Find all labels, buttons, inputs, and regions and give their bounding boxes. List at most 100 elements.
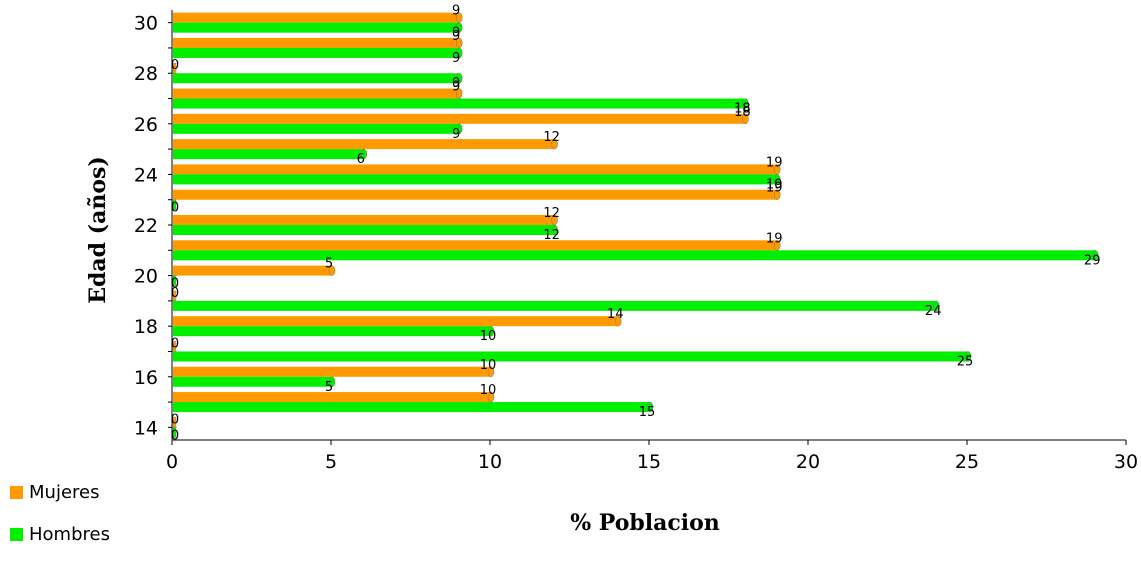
bar-hombres-20 bbox=[172, 275, 177, 286]
data-label-mujeres-23: 19 bbox=[766, 181, 783, 196]
bar-mujeres-24 bbox=[173, 164, 778, 175]
x-tick-label: 30 bbox=[1114, 451, 1138, 473]
bar-hombres-19 bbox=[173, 300, 937, 311]
bar-hombres-23 bbox=[172, 199, 177, 210]
data-label-mujeres-21: 19 bbox=[766, 231, 783, 246]
data-label-mujeres-14: 0 bbox=[171, 412, 179, 427]
bar-hombres-25 bbox=[173, 149, 364, 160]
data-label-hombres-14: 0 bbox=[171, 428, 179, 443]
bar-hombres-18 bbox=[173, 326, 491, 337]
bar-cap bbox=[328, 376, 336, 388]
x-axis-title: % Poblacion bbox=[570, 510, 720, 536]
legend-label-mujeres: Mujeres bbox=[29, 481, 100, 503]
bar-hombres-16 bbox=[173, 376, 332, 387]
bar-mujeres-23 bbox=[173, 189, 778, 200]
bar-cap bbox=[1091, 250, 1099, 261]
y-tick-label: 20 bbox=[134, 266, 158, 288]
bar-cap bbox=[742, 113, 749, 125]
bar-mujeres-16 bbox=[173, 366, 491, 377]
x-tick-label: 10 bbox=[478, 451, 502, 473]
bar-cap bbox=[964, 351, 972, 362]
data-label-hombres-21: 29 bbox=[1084, 253, 1101, 268]
data-label-hombres-17: 25 bbox=[957, 354, 974, 369]
bar-cap bbox=[773, 189, 781, 200]
y-tick-label: 28 bbox=[134, 63, 158, 85]
data-label-hombres-24: 19 bbox=[766, 177, 783, 192]
bar-mujeres-25 bbox=[173, 139, 555, 150]
data-label-mujeres-20: 5 bbox=[325, 257, 333, 272]
bar-cap bbox=[932, 300, 940, 312]
legend-swatch-mujeres bbox=[10, 485, 23, 499]
bar-hombres-14 bbox=[172, 427, 177, 438]
legend: Mujeres Hombres bbox=[10, 478, 110, 562]
legend-item-mujeres: Mujeres bbox=[10, 478, 110, 506]
legend-item-hombres: Hombres bbox=[10, 520, 110, 548]
bars bbox=[172, 12, 1099, 438]
bar-hombres-29 bbox=[173, 47, 460, 58]
data-label-mujeres-26: 18 bbox=[734, 105, 751, 120]
x-tick-label: 20 bbox=[796, 451, 820, 473]
bar-mujeres-18 bbox=[173, 316, 619, 327]
data-label-hombres-29: 9 bbox=[452, 51, 460, 66]
y-tick-label: 30 bbox=[134, 13, 158, 35]
bar-hombres-28 bbox=[173, 73, 460, 84]
data-label-mujeres-19: 0 bbox=[171, 286, 179, 301]
data-label-mujeres-18: 14 bbox=[607, 307, 624, 322]
bar-cap bbox=[455, 22, 463, 33]
y-axis-title: Edad (años) bbox=[85, 156, 111, 304]
data-label-mujeres-30: 9 bbox=[452, 4, 460, 19]
bar-hombres-21 bbox=[173, 250, 1096, 261]
bar-cap bbox=[487, 325, 495, 337]
data-labels: 0010151050251410024501929121219019191261… bbox=[171, 4, 1101, 444]
bar-cap bbox=[487, 366, 495, 378]
data-label-mujeres-27: 9 bbox=[452, 80, 460, 95]
x-tick-label: 5 bbox=[325, 451, 337, 473]
y-tick-label: 14 bbox=[134, 417, 158, 439]
axes: 0 5 10 15 20 25 30 14 16 18 20 22 24 26 28 30 bbox=[134, 10, 1138, 473]
data-label-hombres-28: 9 bbox=[452, 76, 460, 91]
legend-swatch-hombres bbox=[10, 527, 23, 541]
bar-mujeres-29 bbox=[173, 37, 460, 48]
bar-hombres-26 bbox=[173, 123, 460, 134]
bar-hombres-27 bbox=[173, 98, 746, 109]
bar-mujeres-21 bbox=[173, 240, 778, 251]
data-label-mujeres-25: 12 bbox=[543, 130, 560, 145]
data-label-hombres-23: 0 bbox=[171, 201, 179, 216]
bar-cap bbox=[646, 401, 654, 413]
y-tick-label: 24 bbox=[134, 164, 158, 186]
data-label-hombres-30: 9 bbox=[452, 26, 460, 41]
bar-cap bbox=[455, 47, 463, 59]
data-label-hombres-26: 9 bbox=[452, 127, 460, 142]
legend-label-hombres: Hombres bbox=[29, 523, 110, 545]
data-label-mujeres-24: 19 bbox=[766, 155, 783, 170]
bar-hombres-22 bbox=[173, 225, 555, 235]
bar-cap bbox=[551, 138, 558, 150]
data-label-hombres-18: 10 bbox=[480, 329, 497, 344]
y-tick-label: 26 bbox=[134, 114, 158, 136]
y-tick-label: 18 bbox=[134, 316, 158, 338]
bar-cap bbox=[455, 72, 463, 84]
bar-cap bbox=[455, 123, 463, 135]
data-label-mujeres-29: 9 bbox=[452, 29, 460, 44]
bar-hombres-17 bbox=[173, 351, 968, 362]
x-tick-label: 0 bbox=[166, 451, 178, 473]
bar-mujeres-15 bbox=[173, 392, 491, 403]
data-label-hombres-16: 5 bbox=[325, 380, 333, 395]
x-tick-label: 25 bbox=[955, 451, 979, 473]
bar-cap bbox=[614, 315, 622, 327]
data-label-hombres-22: 12 bbox=[543, 228, 560, 243]
bar-hombres-15 bbox=[173, 402, 650, 413]
bar-cap bbox=[328, 265, 336, 276]
bar-cap bbox=[742, 98, 749, 109]
bar-mujeres-22 bbox=[173, 215, 555, 225]
data-label-hombres-27: 18 bbox=[734, 102, 751, 117]
data-label-mujeres-16: 10 bbox=[480, 358, 497, 373]
bar-mujeres-30 bbox=[173, 12, 460, 23]
y-tick-label: 16 bbox=[134, 367, 158, 389]
y-tick-label: 22 bbox=[134, 215, 158, 237]
data-label-hombres-20: 0 bbox=[171, 277, 179, 292]
bar-hombres-24 bbox=[173, 174, 778, 185]
bar-mujeres-27 bbox=[173, 88, 460, 99]
x-tick-label: 15 bbox=[637, 451, 661, 473]
data-label-hombres-15: 15 bbox=[639, 405, 656, 420]
